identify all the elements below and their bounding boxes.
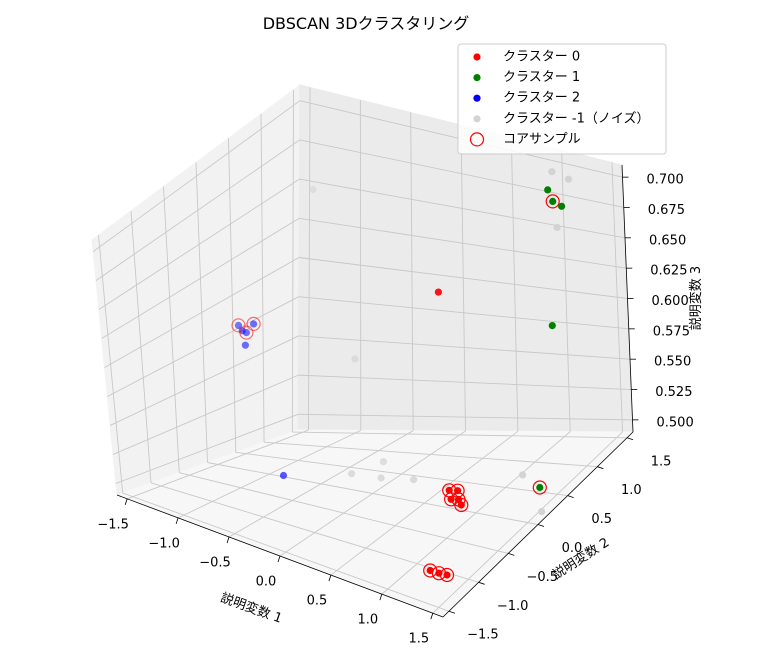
point-cluster-1-3 [549, 322, 556, 329]
y-tick-label: 1.5 [651, 454, 672, 469]
y-tick-label: −1.5 [467, 628, 499, 643]
point-cluster-3-8 [410, 476, 417, 483]
point-cluster-1-0 [549, 198, 556, 205]
point-cluster-3-0 [548, 168, 555, 175]
y-tick [479, 582, 485, 584]
z-tick-label: 0.625 [650, 264, 687, 279]
x-tick-label: 1.0 [358, 613, 379, 628]
x-tick-label: −1.0 [148, 536, 180, 551]
x-tick-label: 1.5 [408, 632, 429, 647]
point-cluster-3-6 [378, 474, 385, 481]
z-axis-label: 説明変数 3 [688, 266, 704, 330]
y-tick [449, 611, 455, 613]
point-cluster-0-2 [448, 496, 455, 503]
x-tick [380, 594, 382, 600]
point-cluster-3-10 [538, 508, 545, 515]
point-cluster-1-2 [558, 203, 565, 210]
chart-title: DBSCAN 3Dクラスタリング [263, 14, 470, 33]
y-tick [538, 525, 544, 527]
x-tick [227, 537, 229, 543]
x-tick-label: 0.0 [256, 575, 277, 590]
x-tick [278, 556, 280, 562]
point-cluster-2-4 [242, 342, 249, 349]
point-cluster-0-8 [435, 289, 442, 296]
pane-left [92, 85, 300, 495]
legend-label-2: クラスター 2 [503, 91, 580, 106]
legend-marker-0 [473, 53, 480, 60]
y-tick [568, 496, 574, 498]
point-cluster-3-7 [380, 458, 387, 465]
x-axis-label: 説明変数 1 [218, 590, 284, 627]
x-tick-label: 0.5 [307, 594, 328, 609]
z-tick-label: 0.675 [648, 203, 685, 218]
legend-label-1: クラスター 1 [503, 70, 580, 85]
point-cluster-1-4 [536, 484, 543, 491]
y-tick-label: −1.0 [497, 599, 529, 614]
legend: クラスター 0 クラスター 1 クラスター 2 クラスター -1（ノイズ） コアサンプル [458, 44, 666, 154]
x-tick-label: −0.5 [199, 555, 231, 570]
legend-marker-2 [473, 95, 480, 102]
legend-label-3: クラスター -1（ノイズ） [503, 110, 649, 126]
point-cluster-2-3 [243, 329, 250, 336]
point-cluster-3-9 [519, 471, 526, 478]
x-tick [431, 613, 433, 619]
legend-label-0: クラスター 0 [503, 50, 580, 65]
x-tick [125, 499, 127, 505]
z-tick-label: 0.550 [654, 355, 691, 370]
z-tick-label: 0.700 [647, 173, 684, 188]
y-tick [597, 467, 603, 469]
point-cluster-3-1 [565, 176, 572, 183]
point-cluster-1-1 [544, 186, 551, 193]
x-tick [176, 518, 178, 524]
y-tick-label: 0.5 [591, 512, 612, 527]
point-cluster-0-4 [458, 501, 465, 508]
point-cluster-2-5 [280, 472, 287, 479]
z-tick-label: 0.600 [652, 294, 689, 309]
z-tick-label: 0.525 [655, 385, 692, 400]
z-tick-label: 0.500 [657, 415, 694, 430]
x-tick-label: −1.5 [97, 517, 129, 532]
point-cluster-3-4 [351, 355, 358, 362]
legend-marker-1 [473, 74, 480, 81]
y-tick [627, 438, 633, 440]
y-tick [508, 553, 514, 555]
point-cluster-2-0 [250, 320, 257, 327]
legend-marker-3 [473, 115, 480, 122]
point-cluster-3-3 [310, 186, 317, 193]
z-tick-label: 0.650 [649, 233, 686, 248]
point-cluster-3-5 [348, 470, 355, 477]
y-tick-label: 1.0 [621, 483, 642, 498]
legend-label-4: コアサンプル [503, 132, 581, 147]
x-tick [329, 575, 331, 581]
z-tick-label: 0.575 [653, 324, 690, 339]
point-cluster-0-7 [443, 571, 450, 578]
point-cluster-3-2 [554, 224, 561, 231]
